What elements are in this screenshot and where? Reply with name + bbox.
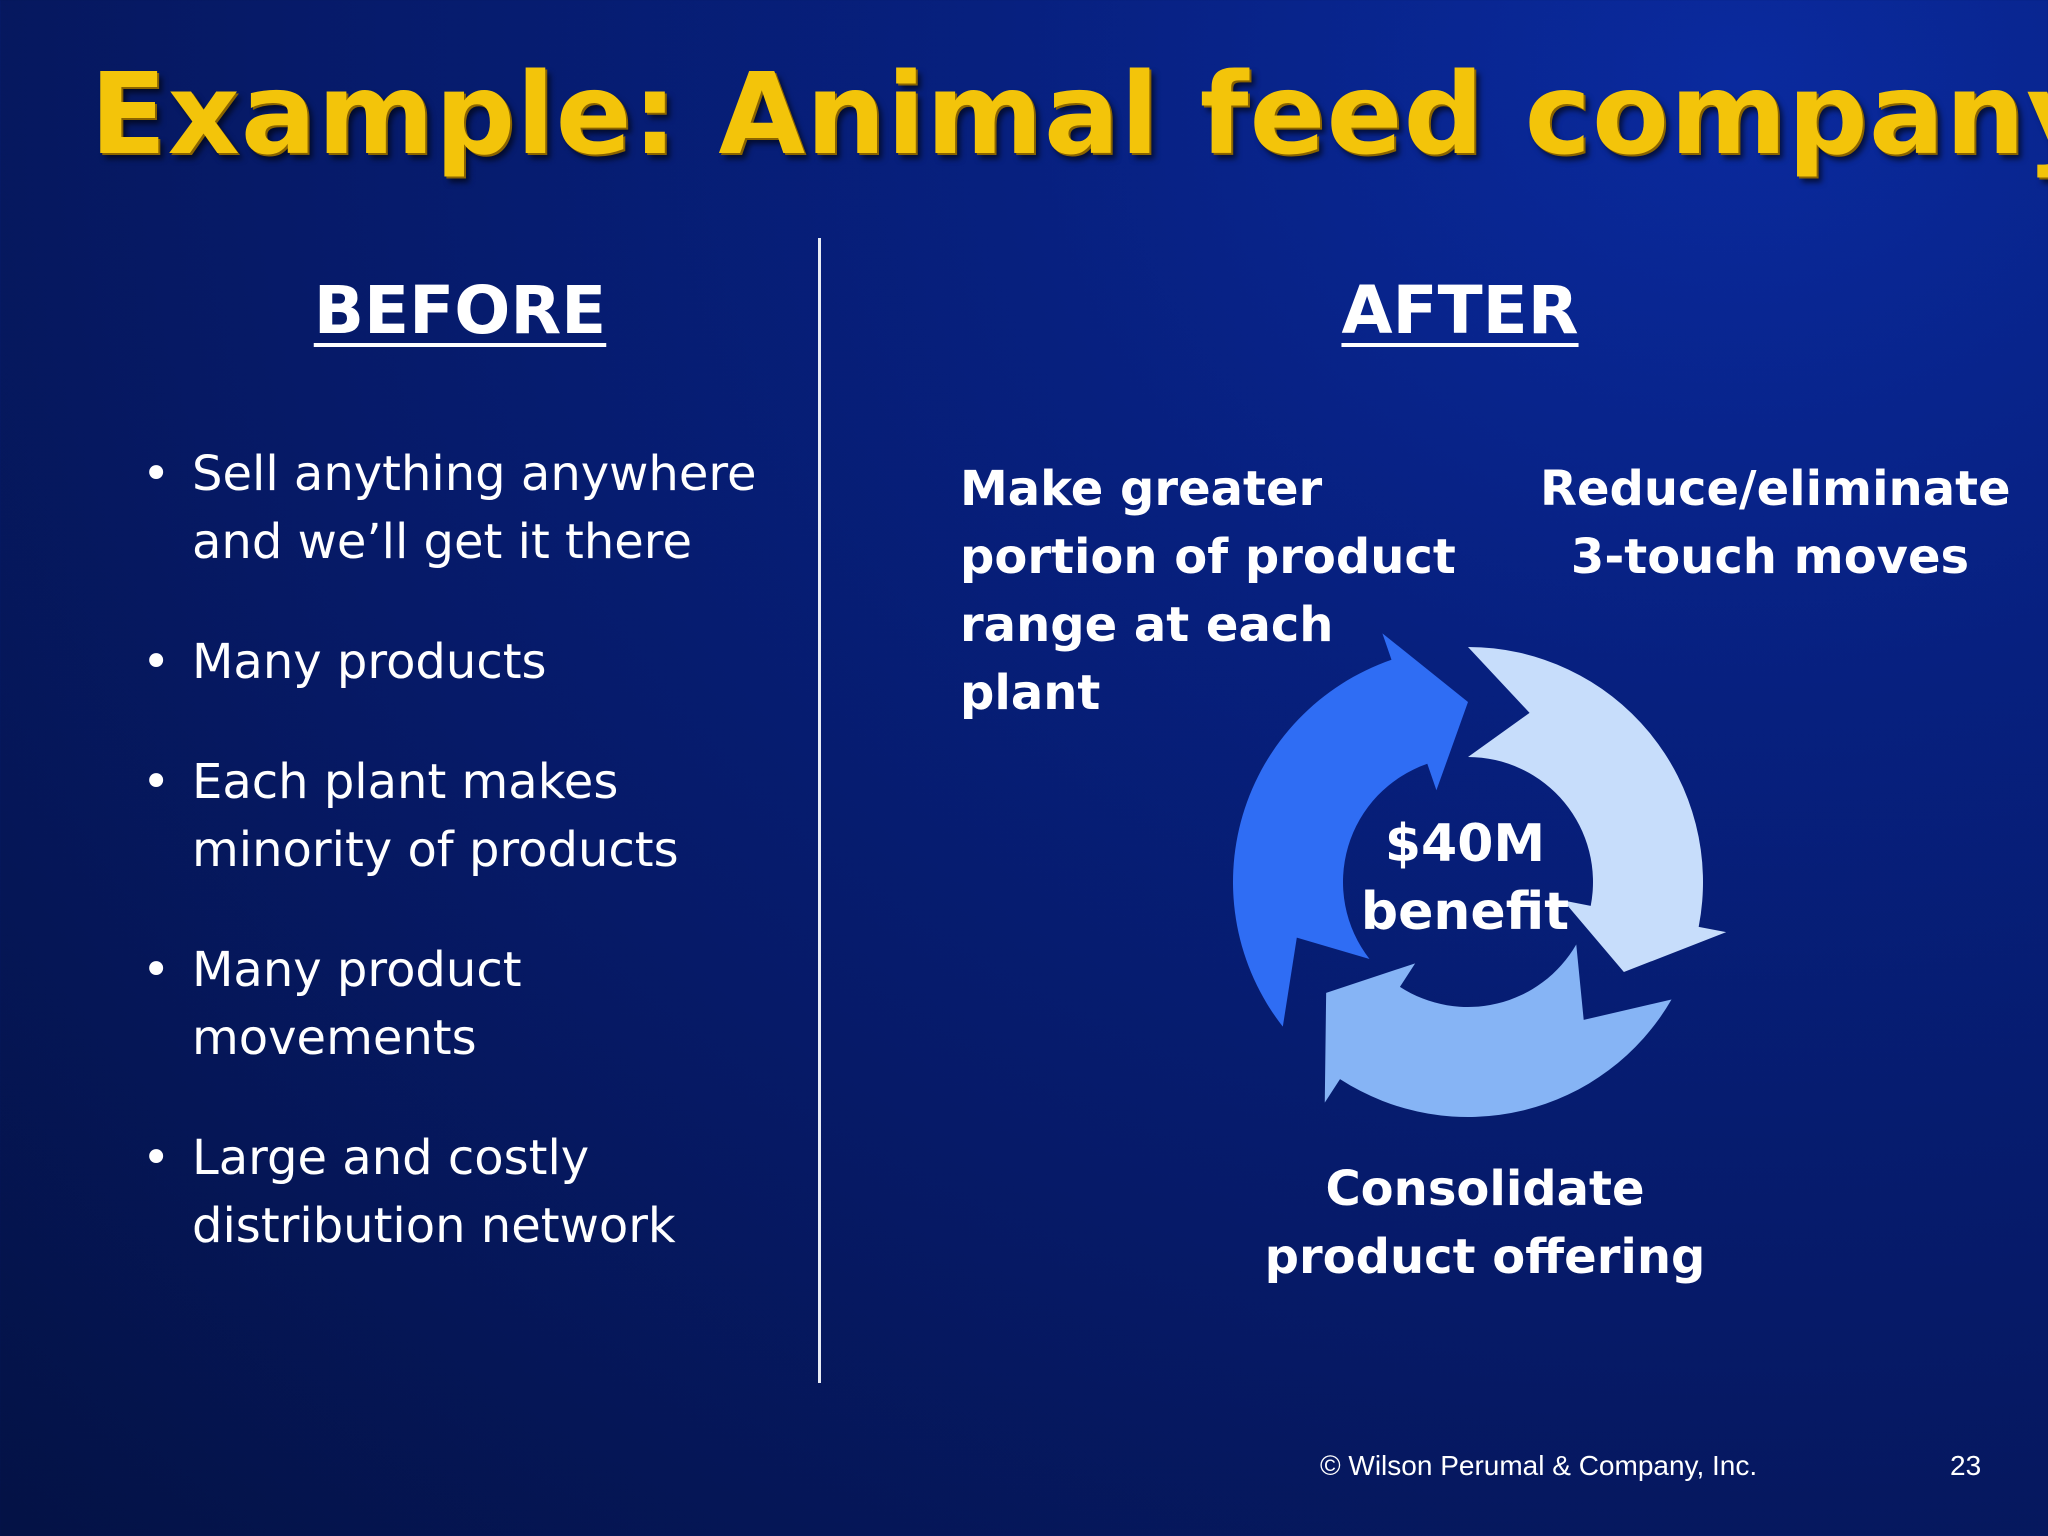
- bullet-dot-icon: •: [142, 942, 171, 998]
- before-heading: BEFORE: [313, 272, 607, 349]
- bullet-dot-icon: •: [142, 1130, 171, 1186]
- cycle-diagram: [1233, 633, 1727, 1117]
- cycle-label-bottom: Consolidate product offering: [1264, 1161, 1706, 1285]
- cycle-center-text: $40M benefit: [1315, 810, 1615, 946]
- cycle-label-top-right: Reduce/eliminate 3-touch moves: [1540, 461, 2011, 585]
- page-number: 23: [1950, 1450, 1982, 1481]
- bullet-dot-icon: •: [142, 634, 171, 690]
- cycle-arrow-bottom: [1324, 944, 1672, 1117]
- after-heading: AFTER: [1341, 272, 1579, 349]
- bullet-text: Each plant makes minority of products: [192, 754, 679, 878]
- center-value: $40M: [1384, 814, 1546, 874]
- cycle-arrow-left: [1233, 633, 1468, 1027]
- cycle-label-top-left: Make greater portion of product range at…: [960, 461, 1456, 721]
- bullet-item: • Each plant makes minority of products: [140, 748, 780, 884]
- bullet-text: Large and costly distribution network: [192, 1130, 676, 1254]
- bullet-item: • Large and costly distribution network: [140, 1124, 780, 1260]
- bullet-item: • Many product movements: [140, 936, 780, 1072]
- column-divider: [818, 238, 821, 1383]
- center-caption: benefit: [1360, 882, 1570, 942]
- bullet-text: Many product movements: [192, 942, 522, 1066]
- bullet-dot-icon: •: [142, 446, 171, 502]
- copyright-text: © Wilson Perumal & Company, Inc.: [1320, 1450, 1758, 1481]
- before-bullet-list: • Sell anything anywhere and we’ll get i…: [140, 440, 780, 1312]
- slide-title: Example: Animal feed company: [90, 50, 2048, 180]
- bullet-text: Many products: [192, 634, 547, 690]
- cycle-arrow-right: [1468, 647, 1727, 972]
- bullet-item: • Sell anything anywhere and we’ll get i…: [140, 440, 780, 576]
- bullet-item: • Many products: [140, 628, 780, 696]
- bullet-text: Sell anything anywhere and we’ll get it …: [192, 446, 757, 570]
- cycle-segments: [1233, 633, 1727, 1117]
- bullet-dot-icon: •: [142, 754, 171, 810]
